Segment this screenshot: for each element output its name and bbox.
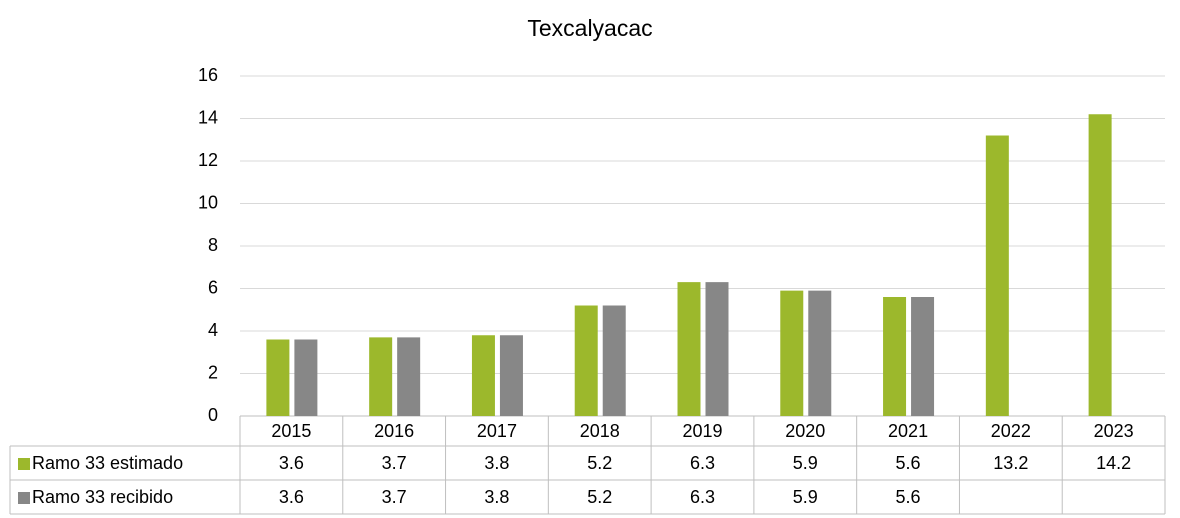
bar [705,282,729,416]
bar [266,339,290,416]
table-value: 5.6 [896,487,921,507]
chart-title: Texcalyacac [527,15,652,41]
table-value: 5.2 [587,453,612,473]
bar [369,337,393,416]
table-value: 3.8 [484,453,509,473]
x-tick-label: 2022 [991,421,1031,441]
table-value: 3.7 [382,453,407,473]
bar [294,339,318,416]
bar [808,290,832,416]
legend-swatch [18,492,30,504]
table-value: 14.2 [1096,453,1131,473]
bar [397,337,421,416]
y-tick-label: 0 [208,405,218,425]
y-tick-label: 4 [208,320,218,340]
bar [574,305,598,416]
y-tick-label: 14 [198,107,218,127]
table-value: 5.6 [896,453,921,473]
legend-label: Ramo 33 estimado [32,453,183,473]
x-tick-label: 2015 [271,421,311,441]
y-tick-label: 6 [208,277,218,297]
table-value: 6.3 [690,453,715,473]
x-tick-label: 2020 [785,421,825,441]
x-tick-label: 2017 [477,421,517,441]
y-tick-label: 10 [198,192,218,212]
y-tick-label: 12 [198,150,218,170]
bar [677,282,701,416]
bar [985,135,1009,416]
bar [499,335,523,416]
table-value: 6.3 [690,487,715,507]
y-tick-label: 8 [208,235,218,255]
x-tick-label: 2018 [580,421,620,441]
table-value: 3.6 [279,453,304,473]
legend-label: Ramo 33 recibido [32,487,173,507]
bar [1088,114,1112,416]
bar [883,297,907,416]
x-tick-label: 2019 [682,421,722,441]
legend-swatch [18,458,30,470]
table-value: 3.8 [484,487,509,507]
x-tick-label: 2021 [888,421,928,441]
bar [471,335,495,416]
y-tick-label: 2 [208,362,218,382]
table-value: 5.2 [587,487,612,507]
x-tick-label: 2023 [1094,421,1134,441]
x-tick-label: 2016 [374,421,414,441]
table-value: 13.2 [993,453,1028,473]
bar [911,297,935,416]
y-tick-label: 16 [198,65,218,85]
table-value: 5.9 [793,487,818,507]
table-value: 3.6 [279,487,304,507]
bar [780,290,804,416]
table-value: 3.7 [382,487,407,507]
bar [602,305,626,416]
table-value: 5.9 [793,453,818,473]
